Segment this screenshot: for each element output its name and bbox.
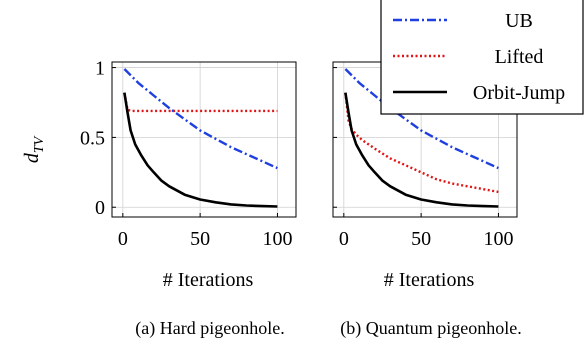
x-tick-label: 50 — [411, 228, 431, 250]
panel-a: 0 50 100 0 0.5 1 # Iterations (a) Hard pigeonho… — [80, 58, 297, 338]
series-line-orbit-jump — [123, 92, 278, 208]
legend-label: Orbit-Jump — [473, 82, 565, 104]
x-axis-label: # Iterations — [163, 269, 254, 291]
x-tick-label: 100 — [262, 228, 292, 250]
x-tick-label: 0 — [339, 228, 349, 250]
y-tick-label: 0.5 — [80, 127, 105, 149]
series-line-ub — [123, 68, 278, 170]
series-line-orbit-jump — [344, 92, 499, 208]
legend-label: Lifted — [495, 46, 544, 68]
series-line-lifted — [123, 92, 278, 113]
series-line-ub — [344, 68, 499, 170]
y-axis-label: dTV — [21, 135, 47, 163]
legend-label: UB — [505, 10, 533, 32]
x-tick-label: 0 — [118, 228, 128, 250]
y-tick-label: 1 — [95, 58, 105, 80]
y-tick-label: 0 — [95, 197, 105, 219]
x-axis-label: # Iterations — [384, 269, 475, 291]
panel-caption: (a) Hard pigeonhole. — [135, 318, 284, 338]
panel-caption: (b) Quantum pigeonhole. — [340, 318, 521, 338]
legend: UB Lifted Orbit-Jump — [380, 0, 584, 115]
plot-frame — [111, 61, 297, 218]
x-tick-label: 100 — [483, 228, 513, 250]
x-tick-label: 50 — [190, 228, 210, 250]
